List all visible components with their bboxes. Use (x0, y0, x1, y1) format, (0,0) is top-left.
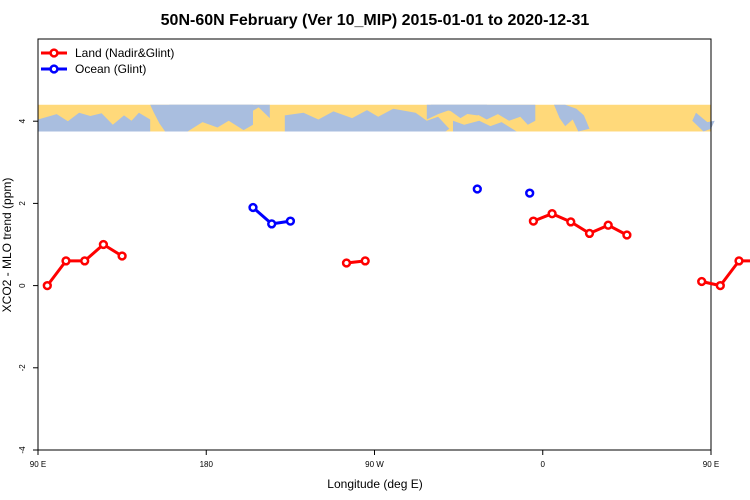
map-ocean-shape (150, 104, 253, 132)
data-point (248, 202, 258, 213)
data-point (117, 251, 127, 261)
data-point (547, 209, 557, 219)
y-tick-label: 0 (18, 283, 27, 288)
data-point (528, 216, 539, 226)
data-point (42, 280, 52, 291)
data-point (734, 256, 744, 266)
series-line (701, 259, 750, 288)
data-point (715, 280, 725, 291)
y-tick-label: 4 (18, 118, 27, 123)
map-ocean-shape (692, 112, 715, 132)
legend-marker (49, 64, 59, 74)
x-tick-label: 180 (200, 460, 214, 469)
data-point (341, 258, 352, 268)
data-point (267, 219, 277, 229)
x-tick-label: 0 (541, 460, 546, 469)
map-ocean-shape (453, 120, 517, 132)
plot-frame (37, 38, 712, 451)
data-point (360, 256, 370, 266)
world-map-strip (38, 104, 715, 132)
y-axis: -4 -2 0 2 4 (18, 118, 38, 454)
chart-title: 50N-60N February (Ver 10_MIP) 2015-01-01… (161, 12, 590, 29)
data-point (80, 256, 90, 266)
x-tick-label: 90 W (365, 460, 384, 469)
x-tick-label: 90 E (703, 460, 719, 469)
data-point (525, 188, 535, 198)
data-point (622, 230, 632, 240)
data-point (98, 239, 109, 250)
data-point (61, 256, 71, 266)
series-layer (42, 184, 750, 291)
series-land (42, 209, 750, 291)
legend: Land (Nadir&Glint) Ocean (Glint) (41, 46, 174, 76)
y-tick-label: 2 (18, 201, 27, 206)
legend-label: Ocean (Glint) (75, 62, 146, 76)
x-axis: 90 E 180 90 W 0 90 E (30, 450, 719, 469)
data-point (697, 276, 707, 287)
map-ocean-shape (38, 112, 151, 132)
x-tick-label: 90 E (30, 460, 46, 469)
data-point (472, 184, 482, 194)
map-ocean-shape (554, 104, 590, 132)
data-point (566, 217, 576, 227)
map-ocean-shape (430, 104, 496, 116)
x-axis-label: Longitude (deg E) (327, 477, 422, 491)
legend-label: Land (Nadir&Glint) (75, 46, 174, 60)
data-point (603, 220, 613, 230)
map-ocean-shape (284, 108, 450, 132)
y-axis-label: XCO2 - MLO trend (ppm) (0, 178, 14, 313)
data-point (584, 228, 595, 239)
data-point (285, 216, 296, 226)
y-tick-label: -2 (18, 364, 27, 372)
y-tick-label: -4 (18, 446, 27, 454)
legend-marker (49, 48, 59, 58)
series-line (532, 212, 628, 237)
series-ocean (248, 184, 535, 229)
